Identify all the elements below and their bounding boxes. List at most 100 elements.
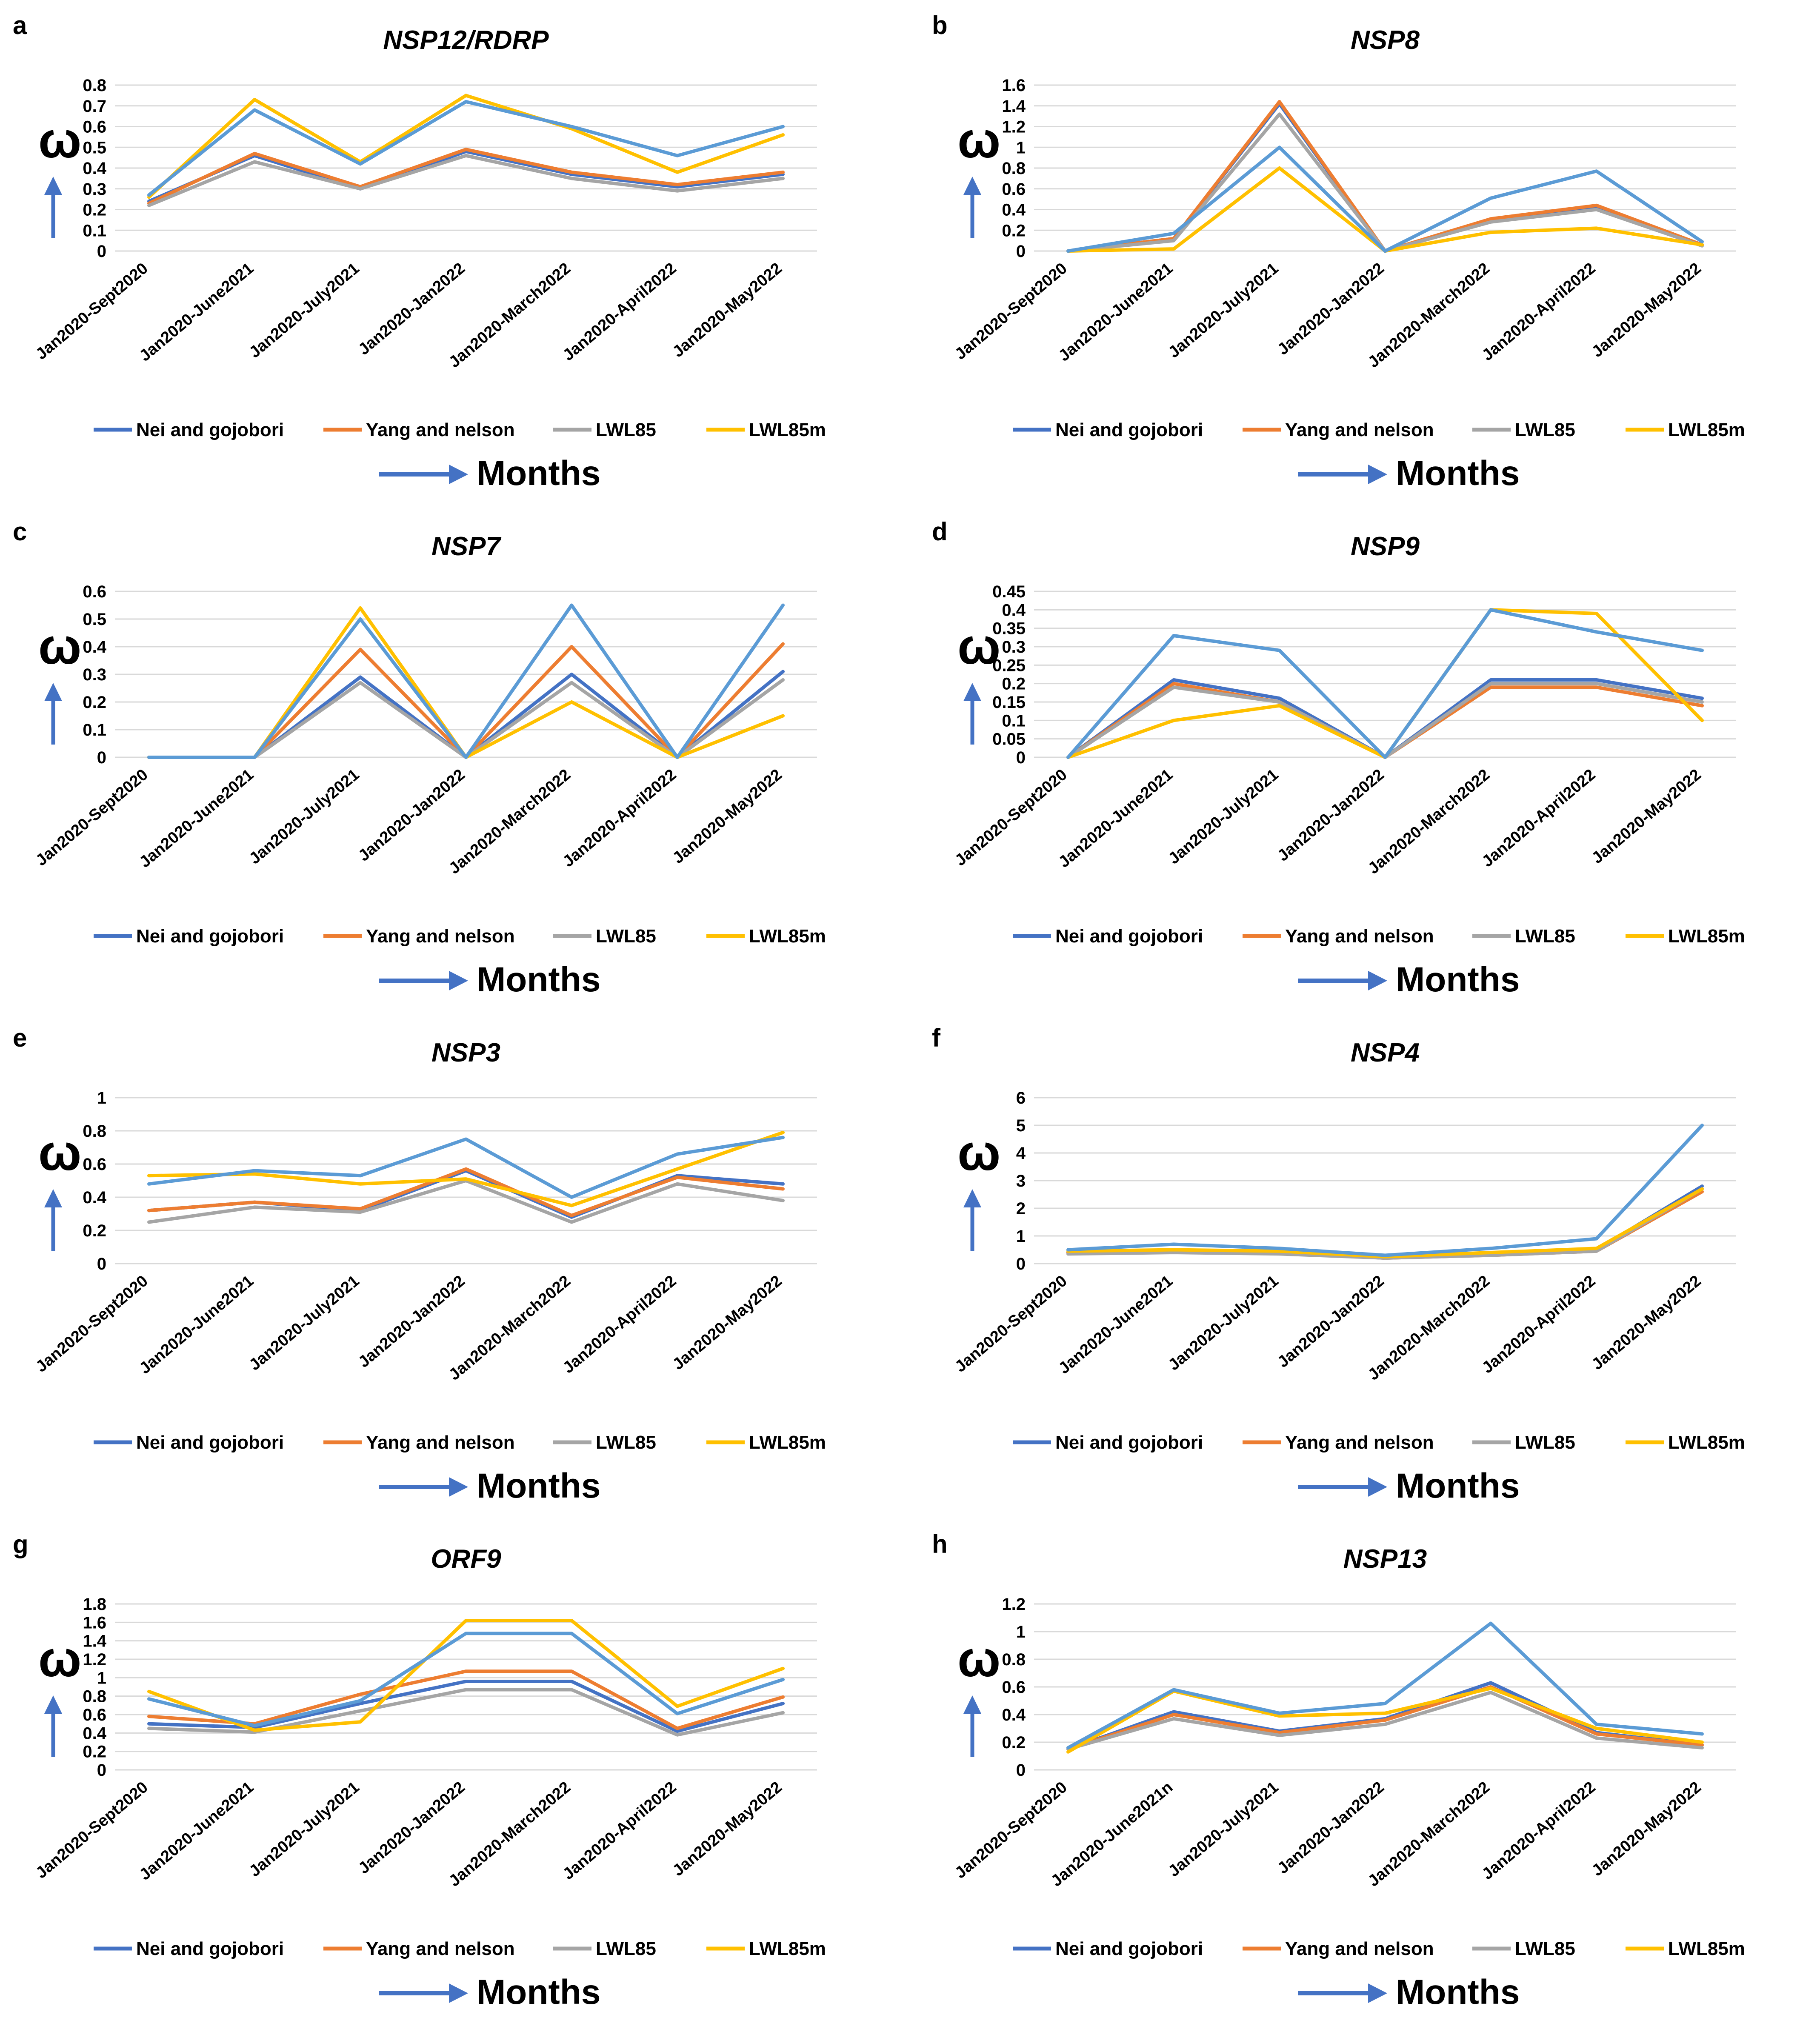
x-tick-label: Jan2020-April2022 xyxy=(560,766,680,871)
data-point xyxy=(359,1709,362,1712)
data-point xyxy=(570,1632,573,1635)
x-tick-label: Jan2020-Jan2022 xyxy=(355,260,469,359)
data-point xyxy=(465,148,467,151)
x-tick-label: Jan2020-May2022 xyxy=(669,1778,786,1880)
data-point xyxy=(465,756,467,759)
data-point xyxy=(1172,1717,1175,1720)
data-point xyxy=(148,1221,150,1224)
x-axis-label: Months xyxy=(1396,1467,1520,1505)
data-point xyxy=(1384,1712,1386,1715)
legend-label: LWL85m xyxy=(1668,419,1745,440)
x-axis-label: Months xyxy=(1396,454,1520,493)
panel-letter: e xyxy=(13,1024,27,1052)
legend-label: LWL85m xyxy=(749,419,826,440)
data-point xyxy=(1489,1691,1492,1694)
y-tick-label: 1.2 xyxy=(1002,1595,1026,1614)
series-line-lpb93 xyxy=(1066,146,1704,253)
panel-d: d NSP9 0 0.05 0.1 0.15 0.2 0.25 0.3 0.35 0.4 0.45 ω J… xyxy=(928,506,1820,1008)
data-point xyxy=(782,125,784,128)
y-tick-label: 0.6 xyxy=(83,582,106,601)
y-tick-label: 0.25 xyxy=(992,656,1026,675)
y-tick-label: 0.1 xyxy=(83,721,106,739)
x-tick-label: Jan2020-June2021 xyxy=(136,766,257,871)
data-point xyxy=(1595,1727,1598,1730)
chart-title: NSP4 xyxy=(1351,1038,1420,1067)
data-point xyxy=(1701,1741,1703,1744)
x-tick-label: Jan2020-Jan2022 xyxy=(1274,1778,1388,1878)
data-point xyxy=(676,154,679,157)
legend-label: Yang and nelson xyxy=(366,1432,515,1453)
y-tick-label: 0.6 xyxy=(1002,1678,1026,1697)
panel-c: c NSP7 0 0.1 0.2 0.3 0.4 0.5 0.6 ω Jan2020-Sept202… xyxy=(9,506,969,1008)
data-point xyxy=(465,1688,467,1691)
x-tick-label: Jan2020-Sept2020 xyxy=(951,260,1070,363)
data-point xyxy=(253,152,256,155)
data-point xyxy=(253,108,256,111)
data-point xyxy=(676,1182,679,1185)
series-line-yang-and-nelson xyxy=(147,148,785,205)
data-point xyxy=(465,1670,467,1673)
y-tick-label: 0.4 xyxy=(1002,1706,1026,1724)
legend-label: Nei and gojobori xyxy=(136,1432,284,1453)
data-point xyxy=(1278,167,1281,169)
data-point xyxy=(1278,146,1281,149)
x-tick-label: Jan2020-May2022 xyxy=(1589,766,1705,867)
data-point xyxy=(1595,679,1598,681)
data-point xyxy=(148,1715,150,1718)
y-tick-label: 1 xyxy=(97,1089,106,1107)
x-tick-label: Jan2020-Jan2022 xyxy=(1274,766,1388,865)
legend-label: Yang and nelson xyxy=(1285,1938,1434,1959)
x-tick-label: Jan2020-May2022 xyxy=(669,766,786,867)
data-point xyxy=(1595,1247,1598,1250)
data-point xyxy=(570,1196,573,1198)
y-tick-label: 0.45 xyxy=(992,582,1026,601)
data-point xyxy=(253,1169,256,1172)
data-point xyxy=(1489,231,1492,234)
data-point xyxy=(359,607,362,609)
panel-h: h NSP13 0 0.2 0.4 0.6 0.8 1 1.2 ω Jan2020-Sept2020… xyxy=(928,1519,1820,2021)
y-tick-label: 0.6 xyxy=(83,118,106,137)
up-arrow-icon xyxy=(44,683,62,745)
legend-label: Yang and nelson xyxy=(366,419,515,440)
data-point xyxy=(253,1206,256,1209)
x-tick-label: Jan2020-April2022 xyxy=(560,260,680,365)
data-point xyxy=(782,670,784,673)
chart-svg: g ORF9 00.20.40.60.811.21.41.61.8ω Jan2020-… xyxy=(13,1530,969,2012)
data-point xyxy=(676,171,679,174)
data-point xyxy=(148,204,150,207)
data-point xyxy=(1595,682,1598,685)
data-point xyxy=(782,714,784,717)
data-point xyxy=(1278,704,1281,707)
data-point xyxy=(359,618,362,620)
data-point xyxy=(359,1693,362,1696)
data-point xyxy=(1172,239,1175,242)
data-point xyxy=(359,1174,362,1177)
data-point xyxy=(1595,631,1598,633)
y-tick-label: 0.5 xyxy=(83,610,106,629)
x-tick-label: Jan2020-March2022 xyxy=(1365,766,1493,878)
data-point xyxy=(1701,1187,1703,1190)
right-arrow-icon xyxy=(379,465,468,484)
data-point xyxy=(1595,1732,1598,1735)
panel-g: g ORF9 0 0.2 0.4 0.6 0.8 1 1.2 1.4 1.6 1.8 ω Jan2020-… xyxy=(9,1519,969,2021)
y-tick-label: 0 xyxy=(97,1761,106,1780)
x-tick-label: Jan2020-Sept2020 xyxy=(32,260,151,363)
series-line-lwl85 xyxy=(1066,1187,1704,1260)
x-tick-label: Jan2020-June2021 xyxy=(136,1778,257,1884)
y-tick-label: 1 xyxy=(1016,1227,1026,1246)
y-tick-label: 0.4 xyxy=(83,1188,106,1207)
data-point xyxy=(253,1201,256,1204)
y-axis-label: ω xyxy=(38,111,81,168)
y-tick-label: 0.35 xyxy=(992,619,1026,638)
x-tick-label: Jan2020-July2021 xyxy=(246,260,363,362)
data-point xyxy=(1489,1681,1492,1684)
series-line-yang-and-nelson xyxy=(1066,1190,1704,1260)
panel-e: e NSP3 0 0.2 0.4 0.6 0.8 1 ω Jan2020-Sept2020 Jan2… xyxy=(9,1013,969,1515)
y-tick-label: 0 xyxy=(1016,1255,1026,1273)
data-point xyxy=(1701,1124,1703,1127)
panel-letter: b xyxy=(932,11,948,40)
x-tick-label: Jan2020-Jan2022 xyxy=(1274,1272,1388,1371)
data-point xyxy=(1701,704,1703,707)
y-tick-label: 0 xyxy=(1016,1761,1026,1780)
x-tick-label: Jan2020-March2022 xyxy=(1365,260,1493,371)
